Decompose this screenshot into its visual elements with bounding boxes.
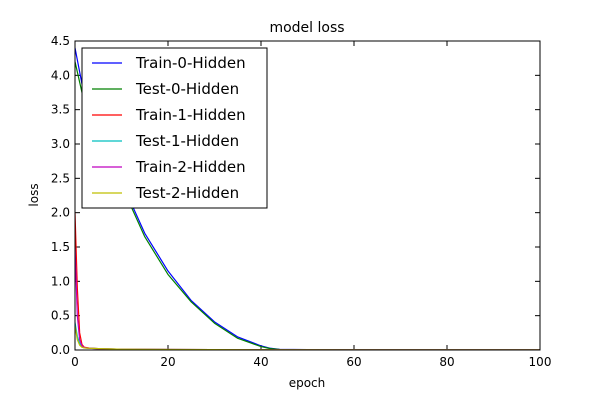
y-tick-label: 3.5 — [51, 103, 70, 117]
legend-entry-label: Test-1-Hidden — [135, 132, 239, 150]
y-tick-label: 1.5 — [51, 240, 70, 254]
x-tick-label: 40 — [253, 355, 268, 369]
chart-title: model loss — [269, 20, 344, 36]
x-tick-label: 80 — [439, 355, 454, 369]
y-tick-label: 0.0 — [51, 343, 70, 357]
x-axis-label: epoch — [289, 376, 326, 390]
legend-entry-label: Train-1-Hidden — [135, 106, 246, 124]
legend-box — [81, 47, 268, 209]
y-tick-label: 2.0 — [51, 206, 70, 220]
x-tick-label: 0 — [71, 355, 79, 369]
y-tick-label: 2.5 — [51, 171, 70, 185]
x-tick-label: 60 — [346, 355, 361, 369]
x-tick-label: 20 — [160, 355, 175, 369]
y-axis-label: loss — [27, 183, 41, 206]
y-tick-label: 4.5 — [51, 34, 70, 48]
y-tick-label: 1.0 — [51, 274, 70, 288]
legend-entry-label: Test-2-Hidden — [135, 184, 239, 202]
axis-ticks: 0 20 40 60 80 100 0.0 0.5 1.0 1.5 2.0 2.5 3.0 3.5 4.0 4… — [51, 34, 552, 369]
legend-entry-label: Train-0-Hidden — [135, 54, 246, 72]
y-tick-label: 3.0 — [51, 137, 70, 151]
y-tick-label: 4.0 — [51, 68, 70, 82]
legend: Train-0-Hidden Test-0-Hidden Train-1-Hidde… — [81, 47, 268, 209]
y-tick-label: 0.5 — [51, 309, 70, 323]
legend-entry-label: Test-0-Hidden — [135, 80, 239, 98]
x-tick-label: 100 — [529, 355, 552, 369]
plot-frame — [74, 40, 541, 351]
legend-entry-label: Train-2-Hidden — [135, 158, 246, 176]
